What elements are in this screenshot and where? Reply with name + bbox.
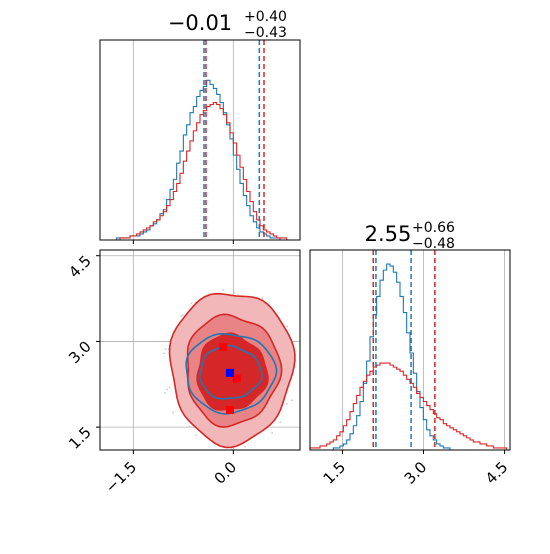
axes-frame-param2	[309, 249, 511, 451]
hist-param2-series	[310, 263, 510, 450]
sample-point	[279, 421, 282, 424]
title-param1: −0.01	[168, 11, 232, 35]
sample-point	[222, 289, 224, 291]
sample-point	[244, 445, 247, 448]
sample-point	[166, 388, 169, 391]
sample-point	[168, 386, 171, 389]
sample-point	[182, 314, 184, 316]
ticks-param1	[132, 240, 234, 244]
sample-point	[195, 434, 197, 436]
tick-label-param2: 3.0	[401, 458, 431, 488]
marker-red	[226, 406, 234, 414]
sample-point	[261, 297, 264, 300]
sample-point	[291, 399, 294, 402]
sample-point	[271, 432, 274, 434]
axes-frame-joint	[99, 249, 301, 451]
sample-point	[286, 325, 289, 328]
quantiles-param2	[372, 250, 436, 450]
tick-label-param2-y: 4.5	[65, 252, 95, 282]
sample-point	[162, 352, 165, 354]
marker-blue	[226, 368, 234, 377]
ticks-param2: 1.5 3.0 4.5	[320, 450, 512, 488]
tick-label-param1: 0.0	[211, 458, 241, 488]
panel-joint: −1.5 0.0 1.5 3.0 4.5	[65, 249, 301, 497]
sample-point	[164, 348, 167, 350]
tick-label-param2: 1.5	[320, 458, 350, 488]
title-param2: 2.55	[365, 222, 412, 246]
contour-blue-outer	[185, 332, 278, 415]
sample-point	[188, 425, 190, 428]
title-param1-plus: +0.40	[244, 9, 287, 25]
tick-label-param1: −1.5	[102, 458, 140, 496]
hist-param1-blue	[100, 79, 300, 240]
sample-point	[180, 315, 183, 317]
tick-label-param2-y: 3.0	[65, 338, 95, 368]
marker-red	[232, 374, 241, 383]
tick-label-param2: 4.5	[482, 458, 512, 488]
title-param2-plus: +0.66	[412, 220, 455, 236]
tick-label-param2-y: 1.5	[65, 423, 95, 453]
sample-point	[233, 291, 236, 294]
sample-point	[164, 391, 166, 394]
title-param1-minus: −0.43	[244, 25, 287, 41]
marker-red	[219, 343, 228, 352]
joint-contours	[162, 289, 296, 450]
hist-param2-blue	[310, 263, 510, 450]
axes-frame-param1	[99, 39, 301, 241]
sample-point	[285, 403, 288, 405]
hist-param2-red	[310, 362, 510, 450]
panel-hist-param1: −0.01 +0.40 −0.43	[99, 9, 301, 244]
hist-param1-series	[100, 79, 300, 240]
contour-blue-inner	[198, 344, 263, 400]
panel-hist-param2: 1.5 3.0 4.5 2.55 +0.66 −0.48	[309, 220, 512, 488]
title-param2-minus: −0.48	[412, 236, 455, 252]
sample-point	[172, 411, 175, 414]
hist-param1-red	[100, 102, 300, 240]
quantiles-param1	[203, 40, 265, 240]
sample-point	[190, 302, 193, 305]
